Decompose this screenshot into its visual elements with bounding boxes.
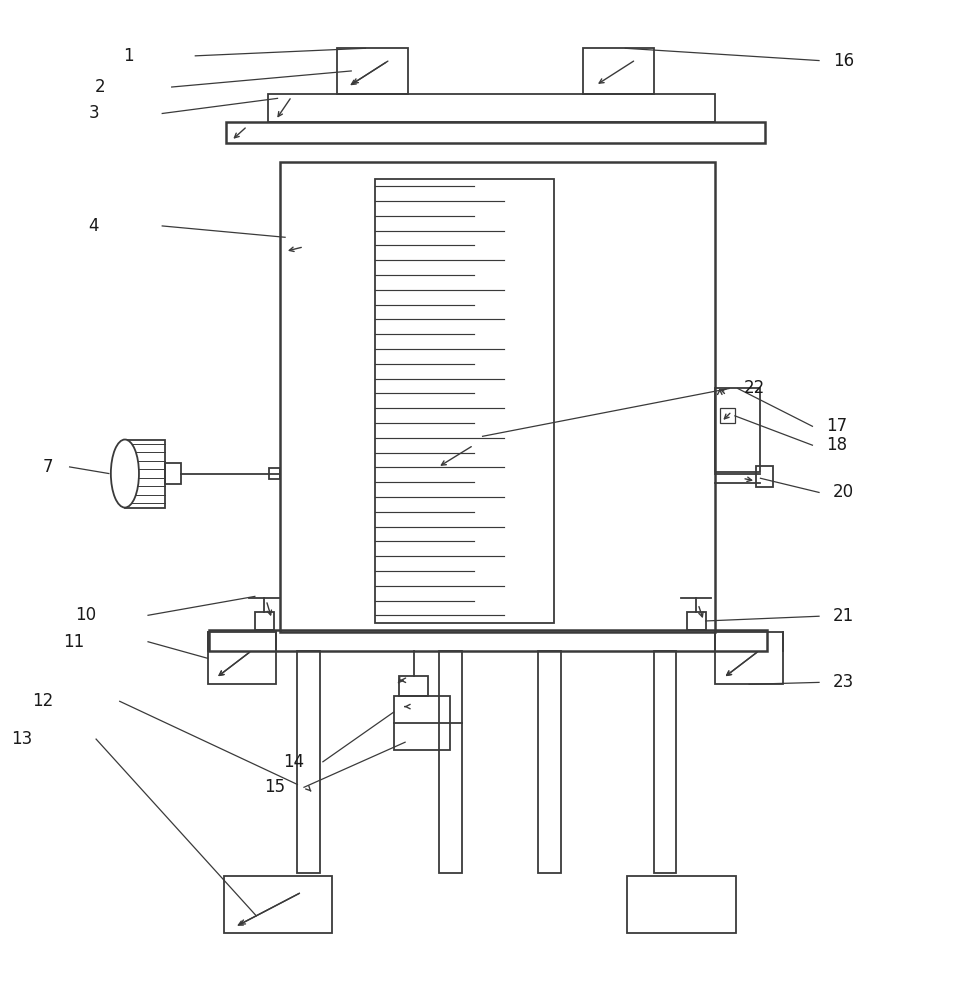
Text: 3: 3	[89, 104, 99, 122]
Text: 10: 10	[75, 606, 96, 624]
Bar	[756, 466, 772, 487]
Text: 17: 17	[825, 417, 846, 435]
Bar	[223, 876, 332, 933]
Text: 18: 18	[825, 436, 846, 454]
Bar	[627, 876, 736, 933]
Bar	[687, 612, 706, 630]
Bar	[375, 179, 555, 623]
Bar	[654, 651, 676, 873]
Bar	[719, 408, 735, 423]
Bar	[439, 651, 462, 873]
Ellipse shape	[111, 440, 139, 508]
Bar	[255, 612, 273, 630]
Bar	[125, 440, 165, 508]
Bar	[226, 122, 766, 143]
Bar	[210, 630, 768, 651]
Text: 2: 2	[95, 78, 106, 96]
Bar	[394, 696, 451, 750]
Bar	[298, 651, 320, 873]
Bar	[400, 676, 428, 696]
Bar	[583, 48, 654, 94]
Text: 13: 13	[12, 730, 33, 748]
Bar	[208, 632, 275, 684]
Bar	[269, 468, 280, 479]
Bar	[268, 94, 716, 122]
Text: 15: 15	[264, 778, 285, 796]
Bar	[165, 463, 181, 484]
Text: 16: 16	[833, 52, 854, 70]
Text: 7: 7	[43, 458, 54, 476]
Text: 1: 1	[123, 47, 134, 65]
Text: 23: 23	[833, 673, 854, 691]
Text: 12: 12	[33, 692, 54, 710]
Text: 20: 20	[833, 483, 854, 501]
Bar	[716, 388, 761, 472]
Bar	[538, 651, 561, 873]
Bar	[337, 48, 408, 94]
Text: 11: 11	[64, 633, 85, 651]
Bar	[280, 162, 716, 632]
Text: 14: 14	[283, 753, 304, 771]
Text: 4: 4	[89, 217, 99, 235]
Text: 22: 22	[743, 379, 765, 397]
Bar	[716, 632, 783, 684]
Text: 21: 21	[833, 607, 854, 625]
